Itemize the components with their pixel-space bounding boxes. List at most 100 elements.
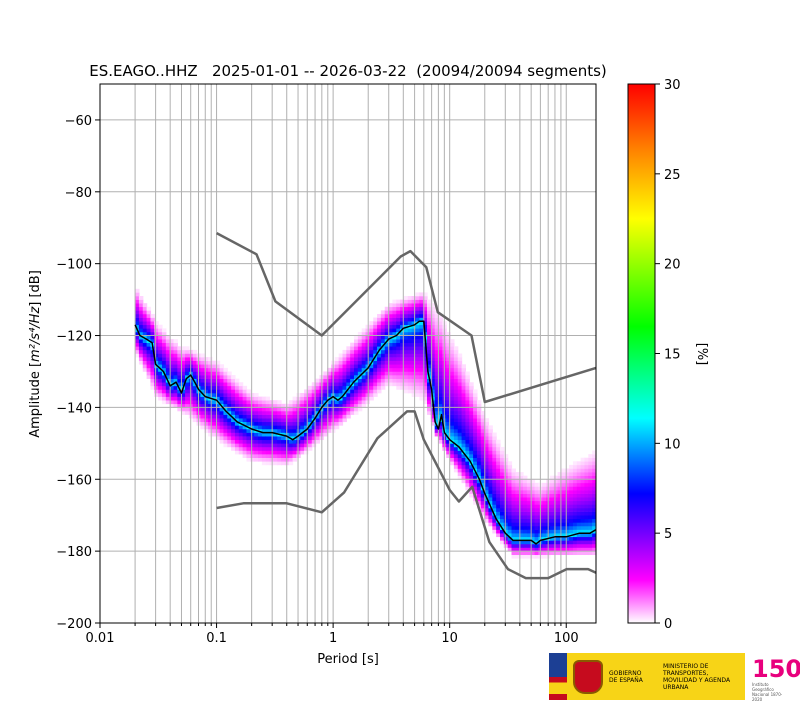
heatmap-cell [334, 393, 340, 397]
heatmap-cell [511, 475, 516, 480]
heatmap-cell [384, 367, 390, 372]
heatmap-cell [277, 450, 282, 455]
heatmap-cell [484, 511, 490, 516]
heatmap-cell [415, 292, 420, 297]
noise-model-lower-curve [216, 410, 596, 580]
heatmap-cell [380, 371, 386, 376]
ministry-label: MINISTERIO DE TRANSPORTES, MOVILIDAD Y A… [663, 662, 731, 691]
heatmap-cell [496, 461, 501, 466]
heatmap-cell [350, 367, 355, 372]
heatmap-cell [246, 407, 251, 412]
heatmap-cell [250, 421, 255, 426]
heatmap-cell [211, 382, 217, 387]
heatmap-cell [138, 313, 144, 318]
heatmap-cell [549, 551, 555, 556]
heatmap-cell [576, 475, 582, 480]
heatmap-cell [388, 331, 394, 336]
heatmap-cell [423, 296, 428, 300]
heatmap-cell [311, 389, 317, 394]
heatmap-cell [369, 393, 374, 397]
heatmap-cell [227, 375, 232, 379]
heatmap-cell [388, 321, 394, 326]
heatmap-cell [434, 414, 440, 419]
colorbar-tick-label: 20 [664, 258, 681, 273]
heatmap-cell [219, 393, 225, 397]
heatmap-cell [492, 522, 497, 527]
heatmap-cell [342, 410, 347, 415]
heatmap-cell [592, 493, 596, 498]
heatmap-cell [492, 518, 497, 523]
heatmap-cell [492, 446, 497, 451]
heatmap-cell [200, 367, 205, 372]
heatmap-cell [281, 414, 286, 419]
heatmap-cell [380, 328, 386, 333]
heatmap-cell [430, 328, 436, 333]
heatmap-cell [453, 421, 459, 426]
x-tick-label: 100 [554, 631, 579, 646]
heatmap-cell [154, 321, 159, 326]
heatmap-cell [461, 443, 467, 448]
heatmap-cell [380, 349, 386, 354]
heatmap-cell [488, 479, 493, 484]
heatmap-cell [473, 432, 478, 437]
heatmap-cell [511, 482, 516, 487]
heatmap-cell [411, 371, 417, 376]
heatmap-cell [465, 393, 470, 397]
heatmap-cell [354, 371, 359, 376]
heatmap-cell [377, 339, 382, 344]
heatmap-cell [476, 439, 482, 444]
heatmap-cell [450, 353, 455, 358]
heatmap-cell [469, 403, 474, 408]
heatmap-cell [354, 385, 359, 390]
y-tick-label: −200 [56, 617, 92, 632]
heatmap-cell [208, 414, 213, 419]
heatmap-cell [296, 418, 301, 423]
heatmap-cell [476, 403, 482, 408]
heatmap-cell [565, 504, 570, 509]
heatmap-cell [565, 472, 570, 476]
heatmap-cell [561, 515, 566, 520]
heatmap-cell [281, 446, 286, 451]
heatmap-cell [419, 339, 424, 344]
heatmap-cell [584, 515, 589, 520]
heatmap-cell [177, 393, 182, 397]
heatmap-cell [457, 396, 463, 401]
heatmap-cell [346, 353, 351, 358]
heatmap-cell [392, 375, 397, 379]
heatmap-cell [380, 375, 386, 379]
heatmap-cell [423, 396, 428, 401]
heatmap-cell [173, 349, 178, 354]
heatmap-cell [469, 389, 474, 394]
heatmap-cell [450, 357, 455, 361]
heatmap-cell [427, 339, 432, 344]
heatmap-cell [446, 346, 451, 351]
heatmap-cell [430, 339, 436, 344]
heatmap-cell [288, 439, 294, 444]
heatmap-cell [519, 482, 524, 487]
heatmap-cell [523, 536, 528, 541]
heatmap-cell [377, 360, 382, 365]
heatmap-cell [580, 468, 586, 473]
heatmap-cell [542, 482, 547, 487]
heatmap-cell [492, 461, 497, 466]
heatmap-cell [476, 446, 482, 451]
heatmap-cell [135, 342, 140, 347]
heatmap-cell [135, 292, 140, 297]
heatmap-cell [588, 486, 593, 491]
heatmap-cell [265, 454, 271, 458]
heatmap-cell [135, 310, 140, 315]
heatmap-cell [530, 497, 536, 502]
heatmap-cell [411, 331, 417, 336]
heatmap-cell [511, 533, 516, 538]
heatmap-cell [277, 400, 282, 405]
heatmap-cell [499, 461, 505, 466]
heatmap-cell [511, 490, 516, 494]
heatmap-cell [307, 439, 313, 444]
coat-of-arms-icon [573, 659, 603, 694]
heatmap-cell [407, 349, 413, 354]
heatmap-cell [165, 393, 171, 397]
heatmap-cell [154, 346, 159, 351]
heatmap-cell [476, 407, 482, 412]
heatmap-cell [400, 321, 405, 326]
heatmap-cell [423, 400, 428, 405]
